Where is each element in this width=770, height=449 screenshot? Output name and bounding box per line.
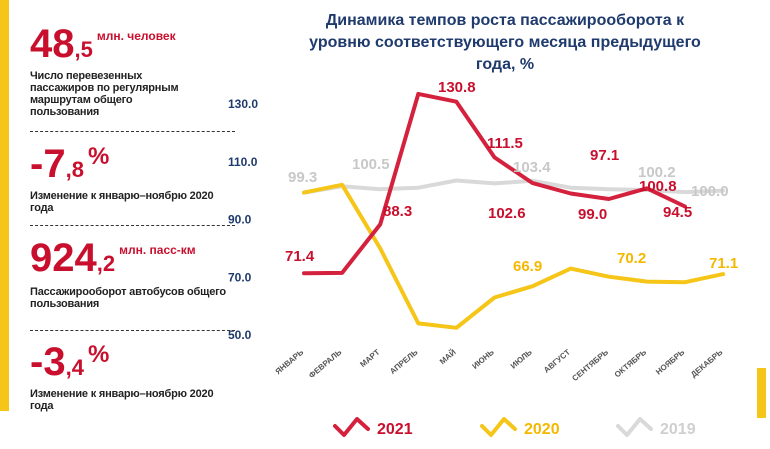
stat-passenger-turnover-unit: млн. пасс-км bbox=[119, 243, 196, 257]
data-label-2021: 111.5 bbox=[487, 135, 523, 152]
stat-turnover-change-value: -3,4% bbox=[30, 340, 220, 384]
stat-passengers-change-decimal: ,8 bbox=[65, 157, 84, 182]
stat-turnover-change-decimal: ,4 bbox=[65, 355, 84, 380]
x-tick-label: ФЕВРАЛЬ bbox=[307, 347, 343, 380]
stat-passengers-description: Число перевезенных пассажиров по регуляр… bbox=[30, 70, 179, 118]
data-label-2019: 103.4 bbox=[513, 159, 551, 176]
stat-passenger-turnover-value: 924,2млн. пасс-км bbox=[30, 238, 230, 278]
data-label-2019: 100.0 bbox=[691, 183, 729, 200]
legend: 2021 2020 2019 bbox=[333, 417, 696, 438]
stat-turnover-change-number: -3 bbox=[30, 340, 66, 384]
stat-passengers-decimal: ,5 bbox=[74, 37, 93, 62]
data-label-2019: 99.3 bbox=[288, 169, 317, 186]
stat-passengers-change: -7,8% Изменение к январю–ноябрю 2020 год… bbox=[30, 142, 220, 214]
data-label-2021: 97.1 bbox=[590, 147, 619, 164]
chart-title: Динамика темпов роста пассажирооборота к… bbox=[309, 12, 701, 73]
legend-label-2020: 2020 bbox=[524, 421, 560, 438]
x-tick-label: АВГУСТ bbox=[542, 348, 572, 375]
separator bbox=[30, 131, 235, 132]
stat-passengers-value: 48,5млн. человек bbox=[30, 24, 190, 64]
stat-turnover-change-description: Изменение к январю–ноябрю 2020 года bbox=[30, 388, 214, 412]
stat-passengers-change-unit: % bbox=[87, 143, 110, 170]
stat-passenger-turnover-description: Пассажирооборот автобусов общего пользов… bbox=[30, 286, 226, 310]
y-tick-label: 130.0 bbox=[228, 97, 258, 111]
x-axis: ЯНВАРЬ ФЕВРАЛЬ МАРТ АПРЕЛЬ МАЙ ИЮНЬ ИЮЛЬ АВГУСТ… bbox=[274, 347, 725, 383]
x-tick-label: АПРЕЛЬ bbox=[388, 347, 420, 376]
x-tick-label: СЕНТЯБРЬ bbox=[570, 347, 610, 383]
data-label-2021: 94.5 bbox=[663, 204, 692, 221]
data-label-2021: 71.4 bbox=[285, 248, 315, 265]
x-tick-label: МАРТ bbox=[358, 348, 381, 369]
stat-turnover-change-unit: % bbox=[87, 341, 110, 368]
y-axis: 130.0 110.0 90.0 70.0 50.0 bbox=[228, 97, 258, 342]
yellow-corner-accent bbox=[757, 368, 766, 418]
y-tick-label: 90.0 bbox=[228, 213, 252, 227]
y-tick-label: 50.0 bbox=[228, 328, 252, 342]
stat-passengers-number: 48 bbox=[30, 22, 75, 66]
data-labels: 71.4 88.3 130.8 111.5 102.6 99.0 97.1 100.8 94.5… bbox=[285, 79, 738, 275]
legend-swatch-2020 bbox=[480, 417, 517, 437]
x-tick-label: ЯНВАРЬ bbox=[274, 347, 306, 376]
legend-swatch-2019 bbox=[616, 417, 653, 437]
data-label-2019: 100.2 bbox=[638, 164, 676, 181]
data-label-2021: 102.6 bbox=[488, 205, 526, 222]
series-line-2020 bbox=[302, 182, 726, 330]
stat-turnover-change: -3,4% Изменение к январю–ноябрю 2020 год… bbox=[30, 340, 220, 412]
stat-passengers: 48,5млн. человек Число перевезенных пасс… bbox=[30, 24, 190, 118]
y-tick-label: 110.0 bbox=[228, 155, 258, 169]
x-tick-label: ИЮЛЬ bbox=[509, 347, 534, 370]
data-label-2021: 130.8 bbox=[438, 79, 476, 96]
x-tick-label: ОКТЯБРЬ bbox=[613, 347, 649, 379]
separator bbox=[30, 225, 235, 226]
legend-swatch-2021 bbox=[333, 417, 370, 437]
x-tick-label: НОЯБРЬ bbox=[654, 347, 686, 376]
series-line-2021 bbox=[302, 91, 687, 276]
data-label-2021: 99.0 bbox=[578, 206, 607, 223]
x-tick-label: ДЕКАБРЬ bbox=[689, 347, 724, 379]
stat-passenger-turnover-number: 924 bbox=[30, 236, 97, 280]
stat-passengers-change-number: -7 bbox=[30, 142, 66, 186]
x-tick-label: МАЙ bbox=[438, 347, 458, 366]
legend-label-2019: 2019 bbox=[660, 421, 696, 438]
stat-passenger-turnover: 924,2млн. пасс-км Пассажирооборот автобу… bbox=[30, 238, 230, 310]
legend-label-2021: 2021 bbox=[377, 421, 413, 438]
stat-passengers-change-value: -7,8% bbox=[30, 142, 220, 186]
data-label-2020: 70.2 bbox=[617, 250, 646, 267]
series-lines bbox=[302, 91, 726, 330]
stat-passengers-change-description: Изменение к январю–ноябрю 2020 года bbox=[30, 190, 214, 214]
data-label-2020: 71.1 bbox=[709, 255, 738, 272]
yellow-side-bar bbox=[0, 0, 9, 411]
data-label-2020: 66.9 bbox=[513, 258, 542, 275]
stat-passenger-turnover-decimal: ,2 bbox=[96, 251, 116, 276]
data-label-2019: 100.5 bbox=[352, 156, 390, 173]
data-label-2021: 100.8 bbox=[639, 178, 677, 195]
y-tick-label: 70.0 bbox=[228, 270, 252, 284]
data-label-2021: 88.3 bbox=[383, 203, 412, 220]
separator bbox=[30, 330, 235, 331]
x-tick-label: ИЮНЬ bbox=[470, 347, 496, 370]
